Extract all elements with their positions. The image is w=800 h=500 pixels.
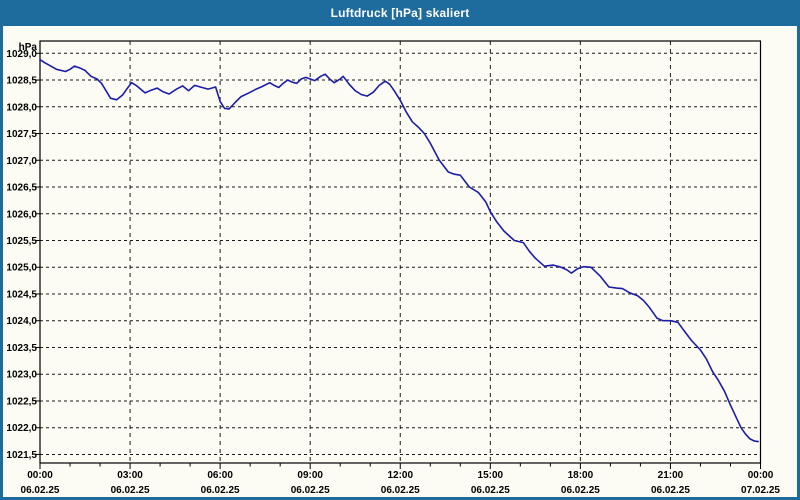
x-tick-time-label: 15:00 — [478, 470, 504, 481]
x-tick-date-label: 07.02.25 — [741, 485, 780, 496]
y-tick-label: 1024,0 — [6, 316, 37, 327]
y-tick-label: 1022,0 — [6, 423, 37, 434]
x-tick-time-label: 09:00 — [297, 470, 323, 481]
plot-border — [39, 40, 762, 464]
y-tick-label: 1026,0 — [6, 209, 37, 220]
y-tick-label: 1028,0 — [6, 102, 37, 113]
y-axis-unit-label: hPa — [19, 42, 38, 53]
x-tick-date-label: 06.02.25 — [201, 485, 240, 496]
y-tick-label: 1027,0 — [6, 156, 37, 167]
x-tick-date-label: 06.02.25 — [651, 485, 690, 496]
x-tick-date-label: 06.02.25 — [291, 485, 330, 496]
y-tick-label: 1029,0 — [6, 49, 37, 60]
window-title: Luftdruck [hPa] skaliert — [330, 6, 470, 20]
x-tick-time-label: 00:00 — [27, 470, 53, 481]
x-tick-time-label: 18:00 — [568, 470, 594, 481]
x-tick-time-label: 12:00 — [387, 470, 413, 481]
y-tick-label: 1023,0 — [6, 370, 37, 381]
y-tick-label: 1026,5 — [6, 183, 37, 194]
x-tick-time-label: 21:00 — [658, 470, 684, 481]
window-titlebar: Luftdruck [hPa] skaliert — [0, 0, 800, 26]
y-tick-label: 1022,5 — [6, 396, 37, 407]
y-tick-label: 1027,5 — [6, 129, 37, 140]
x-tick-time-label: 06:00 — [207, 470, 233, 481]
x-tick-date-label: 06.02.25 — [381, 485, 420, 496]
x-tick-date-label: 06.02.25 — [111, 485, 150, 496]
x-tick-time-label: 00:00 — [748, 470, 774, 481]
x-tick-date-label: 06.02.25 — [471, 485, 510, 496]
chart-area: 1029,0 1028,5 1028,0 1027,5 1027,0 1026,5 1026… — [3, 26, 797, 497]
pressure-series-line — [39, 58, 759, 443]
y-tick-label: 1024,5 — [6, 289, 37, 300]
pressure-line-chart: 1029,0 1028,5 1028,0 1027,5 1027,0 1026,5 1026… — [6, 40, 780, 496]
y-tick-label: 1021,5 — [6, 450, 37, 461]
y-tick-label: 1028,5 — [6, 76, 37, 87]
y-tick-label: 1025,5 — [6, 236, 37, 247]
x-tick-date-label: 06.02.25 — [561, 485, 600, 496]
x-tick-date-label: 06.02.25 — [21, 485, 60, 496]
x-tick-time-label: 03:00 — [117, 470, 143, 481]
y-tick-label: 1025,0 — [6, 263, 37, 274]
y-tick-label: 1023,5 — [6, 343, 37, 354]
